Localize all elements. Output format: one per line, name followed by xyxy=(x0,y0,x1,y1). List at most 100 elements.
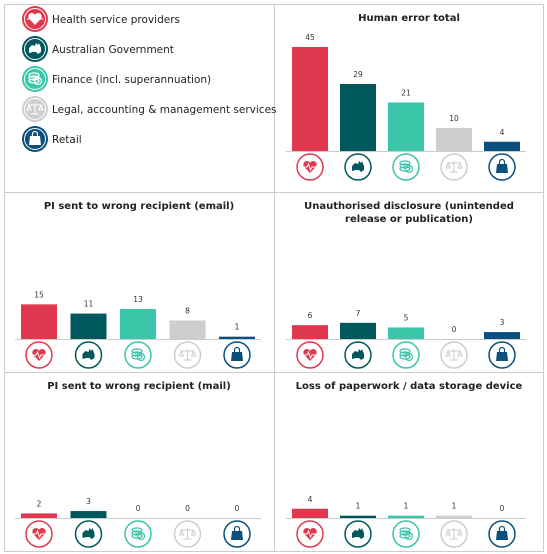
bar xyxy=(169,320,206,339)
icon-glyph xyxy=(27,14,43,24)
value-label: 4 xyxy=(308,495,313,504)
value-label: 0 xyxy=(136,504,141,513)
value-label: 0 xyxy=(452,325,457,334)
icon-glyph xyxy=(445,161,463,173)
icon-glyph xyxy=(26,103,44,115)
sector-icon xyxy=(124,341,152,369)
chart-title: Loss of paperwork / data storage device xyxy=(295,381,523,392)
icon-glyph xyxy=(82,349,95,360)
value-label: 2 xyxy=(37,499,42,508)
icon-glyph xyxy=(445,528,463,540)
icon-glyph xyxy=(399,160,411,166)
chart-title: PI sent to wrong recipient (mail) xyxy=(47,381,231,392)
icon-glyph xyxy=(496,164,508,173)
bar xyxy=(292,325,328,339)
value-label: 1 xyxy=(452,502,457,511)
sector-icon xyxy=(124,520,152,548)
icon-glyph xyxy=(29,43,41,54)
sector-icon xyxy=(74,341,103,369)
icon-glyph xyxy=(82,528,95,539)
sector-icon xyxy=(440,153,468,181)
icon-ring xyxy=(24,128,46,150)
legend-label: Finance (incl. superannuation) xyxy=(52,74,211,86)
sector-icon xyxy=(22,126,48,152)
icon-glyph xyxy=(178,528,197,540)
value-label: 10 xyxy=(449,114,459,123)
sector-icon xyxy=(488,341,516,369)
value-label: 1 xyxy=(356,502,361,511)
bar xyxy=(388,102,424,151)
icon-glyph xyxy=(136,531,146,541)
icon-glyph xyxy=(231,531,243,540)
bar xyxy=(292,508,328,518)
icon-glyph xyxy=(399,533,411,539)
bar xyxy=(219,336,255,339)
icon-glyph xyxy=(131,533,143,539)
bar xyxy=(70,511,107,518)
bar xyxy=(388,515,424,518)
sector-icon xyxy=(392,341,420,369)
icon-glyph xyxy=(31,529,47,539)
sector-icon xyxy=(344,341,372,369)
icon-glyph xyxy=(498,346,506,352)
sector-icon xyxy=(173,520,202,548)
value-label: 1 xyxy=(404,502,409,511)
icon-glyph xyxy=(352,161,364,172)
legend-label: Health service providers xyxy=(52,14,180,26)
icon-glyph xyxy=(231,352,243,361)
legend-label: Retail xyxy=(52,134,82,146)
icon-glyph xyxy=(404,164,414,174)
icon-glyph xyxy=(28,78,40,84)
sector-icon xyxy=(22,96,48,122)
icon-glyph xyxy=(498,525,506,531)
sector-icon xyxy=(296,520,324,548)
sector-icon xyxy=(392,520,420,548)
sector-icon xyxy=(22,6,48,32)
icon-glyph xyxy=(498,158,506,164)
bar xyxy=(436,515,472,518)
value-label: 5 xyxy=(404,313,409,322)
icon-glyph xyxy=(136,352,146,362)
chart-title: Human error total xyxy=(358,13,460,24)
sector-icon xyxy=(488,520,516,548)
icon-glyph xyxy=(31,350,47,360)
sector-icon xyxy=(392,153,420,181)
chart-title: PI sent to wrong recipient (email) xyxy=(43,201,235,212)
value-label: 0 xyxy=(235,504,240,513)
bar xyxy=(340,515,376,518)
value-label: 11 xyxy=(84,300,94,309)
icon-glyph xyxy=(496,352,508,361)
sector-icon xyxy=(22,66,48,92)
value-label: 13 xyxy=(133,295,143,304)
icon-glyph xyxy=(302,162,318,172)
sector-icon xyxy=(173,341,202,369)
icon-glyph xyxy=(352,528,364,539)
legend-label: Legal, accounting & management services xyxy=(52,104,277,116)
bar xyxy=(484,141,520,151)
icon-glyph xyxy=(233,525,241,531)
bar xyxy=(120,308,156,339)
value-label: 21 xyxy=(401,88,411,97)
value-label: 4 xyxy=(500,128,505,137)
icon-glyph xyxy=(33,76,43,86)
icon-glyph xyxy=(131,348,143,354)
value-label: 29 xyxy=(353,70,363,79)
sector-icon xyxy=(296,153,324,181)
icon-glyph xyxy=(131,354,143,360)
bar xyxy=(21,304,57,339)
bar xyxy=(70,313,107,339)
icon-glyph xyxy=(31,130,39,136)
icon-glyph xyxy=(302,350,318,360)
sector-icon xyxy=(74,520,103,548)
icon-ring xyxy=(24,68,46,90)
bar xyxy=(340,322,376,339)
icon-glyph xyxy=(399,354,411,360)
icon-ring xyxy=(24,38,46,60)
value-label: 3 xyxy=(86,497,91,506)
sector-icon xyxy=(440,341,468,369)
icon-glyph xyxy=(404,352,414,362)
icon-glyph xyxy=(178,349,197,361)
value-label: 0 xyxy=(185,504,190,513)
bar xyxy=(292,47,328,151)
icon-glyph xyxy=(399,348,411,354)
